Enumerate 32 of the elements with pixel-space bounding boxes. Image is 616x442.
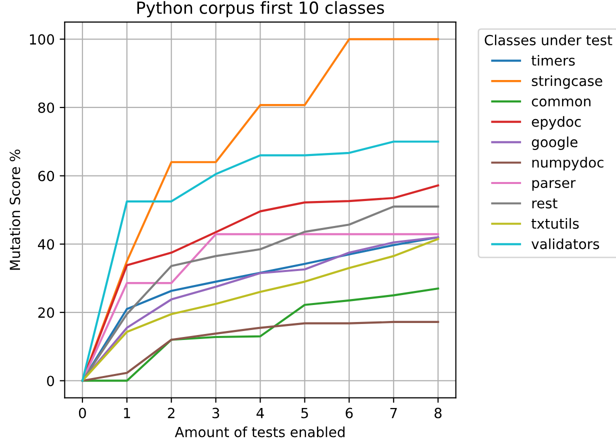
- legend-label: parser: [532, 180, 576, 191]
- line-series: [81, 320, 440, 382]
- legend-label: epydoc: [532, 116, 581, 130]
- y-tick-label: 40: [38, 239, 54, 250]
- y-tick-label: 0: [47, 376, 54, 386]
- line-series: [81, 287, 440, 382]
- legend-label: timers: [531, 54, 575, 66]
- x-tick-label: 4: [256, 408, 264, 418]
- legend-label: stringcase: [532, 75, 602, 89]
- y-tick-label: 80: [38, 102, 54, 113]
- legend-label: google: [532, 136, 578, 150]
- x-tick-label: 3: [212, 408, 220, 418]
- x-tick-label: 7: [390, 408, 397, 418]
- y-tick-label: 60: [38, 170, 54, 182]
- x-tick-label: 0: [78, 408, 86, 418]
- y-tick-label: 100: [30, 34, 54, 45]
- legend-title: Classes under test: [484, 34, 612, 46]
- line-series: [81, 140, 440, 382]
- y-axis-title: Mutation Score %: [9, 150, 20, 270]
- chart-title: Python corpus first 10 classes: [137, 1, 384, 18]
- legend-label: numpydoc: [532, 156, 604, 170]
- x-tick-label: 1: [124, 408, 130, 418]
- legend-label: common: [532, 98, 590, 107]
- x-axis-title: Amount of tests enabled: [174, 426, 345, 438]
- x-tick-label: 5: [301, 408, 308, 418]
- x-tick-label: 6: [346, 408, 353, 418]
- x-tick-label: 2: [168, 408, 174, 418]
- legend-label: rest: [532, 198, 558, 208]
- legend-label: txtutils: [531, 218, 579, 229]
- y-tick-label: 20: [38, 307, 54, 318]
- x-tick-label: 8: [434, 408, 442, 418]
- legend-label: validators: [532, 238, 600, 250]
